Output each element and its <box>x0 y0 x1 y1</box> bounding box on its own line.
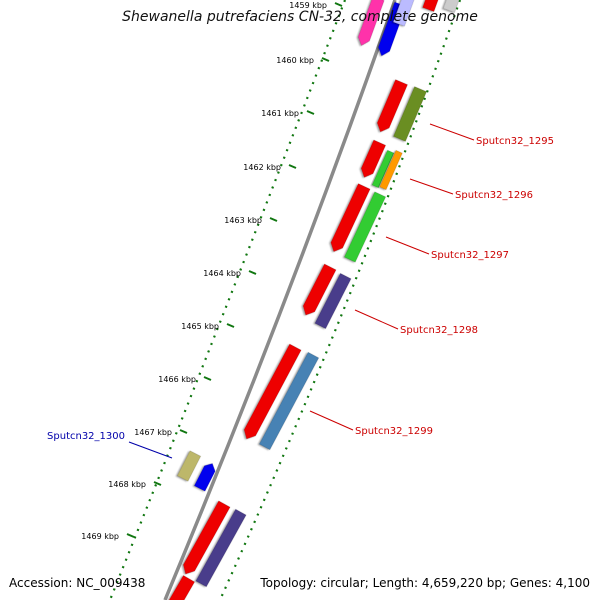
gene-feature-g12 <box>176 450 202 482</box>
gene-feature-g10 <box>243 343 302 440</box>
tick-label: 1467 kbp <box>134 428 172 437</box>
tick-label: 1469 kbp <box>81 532 119 541</box>
gene-feature-g9 <box>314 272 352 330</box>
tick-mark <box>226 323 235 328</box>
gene-feature-g11 <box>258 351 320 451</box>
leader-line <box>354 309 399 330</box>
tick-label: 1460 kbp <box>276 56 314 65</box>
gene-feature-g-top-red <box>422 0 440 12</box>
tick-mark <box>126 533 135 538</box>
tick-mark <box>269 217 278 222</box>
tick-label: 1462 kbp <box>243 163 281 172</box>
tick-mark <box>334 2 343 7</box>
outer-tick-ring <box>108 0 347 600</box>
tick-label: 1466 kbp <box>158 375 196 384</box>
gene-label-sputcn32_1295: Sputcn32_1295 <box>476 136 554 147</box>
gene-feature-g16 <box>166 575 196 600</box>
tick-mark <box>248 270 257 275</box>
gene-label-sputcn32_1298: Sputcn32_1298 <box>400 325 478 336</box>
gene-features <box>166 0 462 600</box>
label-leaders <box>128 123 475 459</box>
tick-mark <box>179 429 188 434</box>
tick-label: 1463 kbp <box>224 216 262 225</box>
gene-feature-g13 <box>193 463 216 492</box>
kbp-ticks: 1459 kbp 1460 kbp 1461 kbp 1462 kbp 1463 kbp… <box>81 1 343 541</box>
gene-feature-g5 <box>379 149 403 191</box>
gene-label-sputcn32_1297: Sputcn32_1297 <box>431 250 509 261</box>
gene-feature-g2 <box>393 86 427 142</box>
gene-label-sputcn32_1300: Sputcn32_1300 <box>47 431 125 442</box>
inner-tick-ring <box>218 0 462 600</box>
tick-label: 1465 kbp <box>181 322 219 331</box>
gene-feature-g6 <box>330 183 371 253</box>
tick-label: 1468 kbp <box>108 480 146 489</box>
gene-feature-g3 <box>360 139 387 178</box>
tick-mark <box>153 481 162 486</box>
leader-line <box>385 236 430 255</box>
leader-line <box>429 123 475 141</box>
gene-feature-g8 <box>302 263 337 316</box>
gene-feature-g1 <box>376 79 408 133</box>
gene-feature-g-top-lavender <box>392 0 416 27</box>
gene-feature-g-top-grey <box>442 0 462 13</box>
genome-backbone <box>163 0 397 600</box>
genome-stats-text: Topology: circular; Length: 4,659,220 bp… <box>260 576 590 590</box>
gene-feature-g-top-magenta <box>357 0 385 46</box>
tick-label: 1459 kbp <box>289 1 327 10</box>
map-title: Shewanella putrefaciens CN-32, complete … <box>122 9 478 25</box>
leader-line <box>409 178 454 195</box>
tick-mark <box>288 164 297 169</box>
tick-label: 1464 kbp <box>203 269 241 278</box>
leader-line <box>309 410 354 431</box>
gene-feature-g7 <box>343 191 387 263</box>
tick-mark <box>203 376 212 381</box>
tick-label: 1461 kbp <box>261 109 299 118</box>
tick-mark <box>306 110 315 115</box>
leader-line <box>128 441 173 459</box>
accession-text: Accession: NC_009438 <box>9 576 146 590</box>
gene-labels: Sputcn32_1295 Sputcn32_1296 Sputcn32_1297 S… <box>47 136 554 442</box>
gene-feature-g15 <box>195 508 247 588</box>
tick-mark <box>321 57 330 62</box>
gene-label-sputcn32_1299: Sputcn32_1299 <box>355 426 433 437</box>
gene-label-sputcn32_1296: Sputcn32_1296 <box>455 190 533 201</box>
gene-feature-g14 <box>182 500 231 575</box>
gene-feature-g4 <box>371 149 395 189</box>
